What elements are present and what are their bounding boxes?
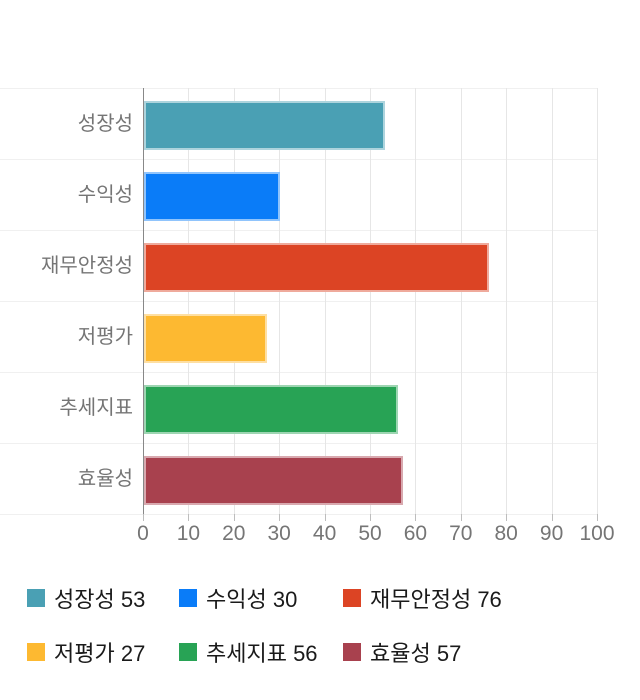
- legend-label: 효율성 57: [370, 641, 462, 666]
- bar[interactable]: [144, 172, 281, 221]
- row-gridline: [0, 230, 597, 231]
- x-tick-label: 60: [403, 522, 428, 545]
- gridline: [460, 88, 462, 514]
- y-axis-label: 효율성: [77, 467, 133, 490]
- y-axis-label: 추세지표: [59, 396, 133, 419]
- x-tick-label: 100: [579, 522, 615, 545]
- bar[interactable]: [144, 385, 399, 434]
- legend-swatch-icon: [343, 589, 361, 607]
- x-tick-mark: [279, 514, 281, 521]
- row-gridline: [0, 514, 597, 515]
- row-gridline: [0, 372, 597, 373]
- x-tick-mark: [143, 514, 144, 521]
- row-gridline: [0, 159, 597, 160]
- legend-swatch-icon: [27, 589, 45, 607]
- x-tick-label: 80: [494, 522, 518, 545]
- legend-label: 성장성 53: [54, 587, 146, 612]
- bar[interactable]: [144, 456, 403, 505]
- y-axis-label: 재무안정성: [41, 254, 133, 277]
- legend-swatch-icon: [27, 643, 45, 661]
- row-gridline: [0, 443, 597, 444]
- legend-item: 효율성 57: [343, 640, 461, 666]
- gridline: [370, 88, 371, 514]
- gridline: [597, 88, 598, 514]
- legend-label: 추세지표 56: [206, 641, 318, 666]
- y-axis-label: 성장성: [77, 112, 133, 135]
- x-tick-mark: [370, 514, 371, 521]
- row-gridline: [0, 301, 597, 302]
- x-tick-mark: [415, 514, 417, 521]
- bar[interactable]: [144, 101, 385, 150]
- gridline: [324, 88, 326, 514]
- x-tick-label: 70: [449, 522, 473, 545]
- y-axis-label: 저평가: [77, 325, 133, 348]
- gridline: [188, 88, 190, 514]
- x-tick-mark: [506, 514, 508, 521]
- x-tick-label: 40: [312, 522, 337, 545]
- gridline: [279, 88, 281, 514]
- row-gridline: [0, 88, 597, 89]
- legend-label: 수익성 30: [206, 587, 298, 612]
- x-tick-label: 10: [176, 522, 201, 545]
- x-tick-mark: [460, 514, 462, 521]
- legend-item: 재무안정성 76: [343, 586, 502, 612]
- legend-item: 추세지표 56: [179, 640, 318, 666]
- legend-swatch-icon: [179, 589, 197, 607]
- y-axis-label: 수익성: [77, 183, 133, 206]
- gridline: [551, 88, 553, 514]
- gridline: [506, 88, 508, 514]
- gridline: [415, 88, 417, 514]
- y-axis-line: [143, 88, 144, 514]
- bar[interactable]: [144, 314, 267, 363]
- x-tick-mark: [324, 514, 326, 521]
- x-tick-label: 30: [267, 522, 291, 545]
- x-tick-mark: [597, 514, 598, 521]
- x-tick-label: 0: [137, 522, 149, 545]
- x-tick-label: 20: [222, 522, 246, 545]
- legend-item: 저평가 27: [27, 640, 145, 666]
- x-tick-mark: [188, 514, 190, 521]
- legend-label: 재무안정성 76: [370, 587, 502, 612]
- x-tick-mark: [551, 514, 553, 521]
- x-tick-label: 50: [358, 522, 382, 545]
- bar[interactable]: [144, 243, 490, 292]
- legend-swatch-icon: [179, 643, 197, 661]
- gridline: [233, 88, 235, 514]
- x-tick-mark: [233, 514, 235, 521]
- legend-label: 저평가 27: [54, 641, 146, 666]
- legend-swatch-icon: [343, 643, 361, 661]
- legend-item: 성장성 53: [27, 586, 145, 612]
- x-tick-label: 90: [539, 522, 564, 545]
- legend-item: 수익성 30: [179, 586, 297, 612]
